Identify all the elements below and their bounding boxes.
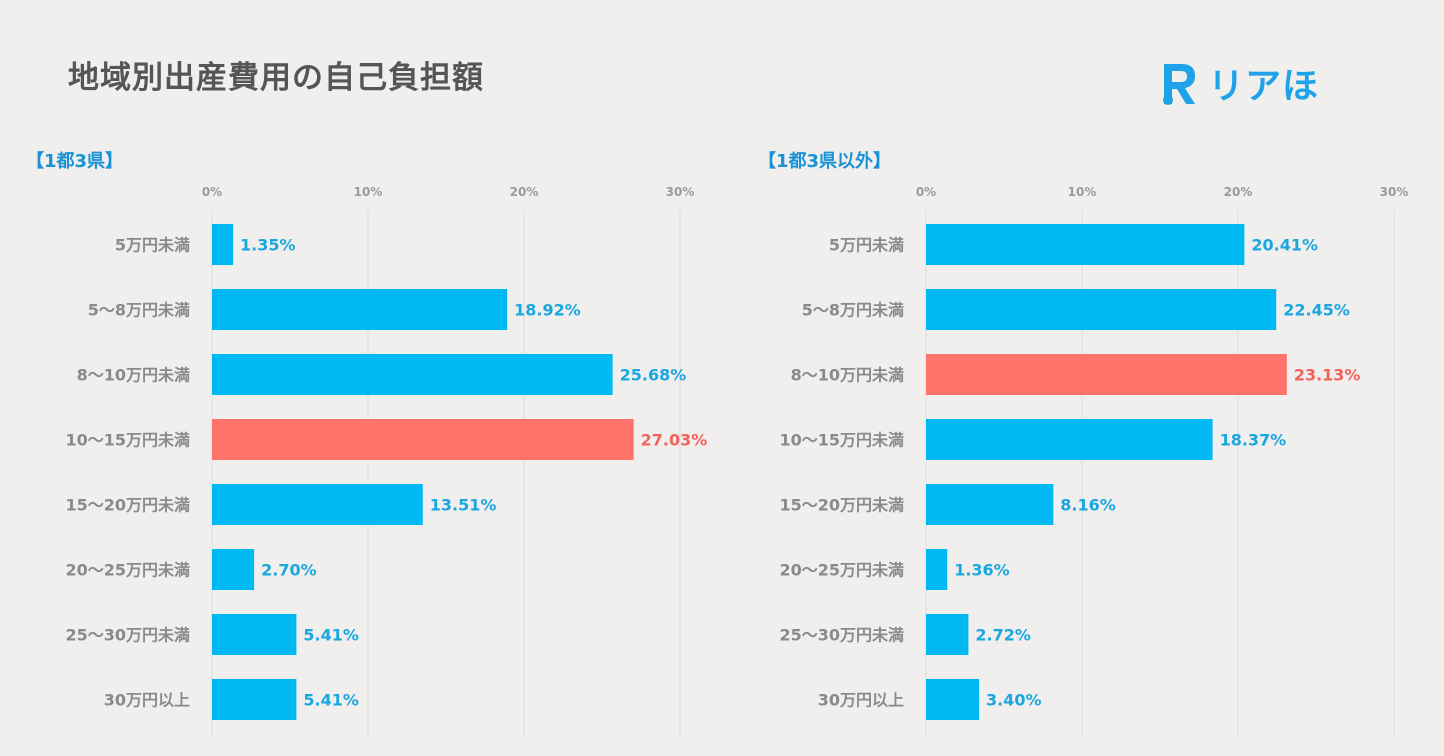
right-bar [926,484,1054,525]
left-bar [212,614,297,655]
left-tick-label: 20% [510,185,539,199]
left-category-label: 10〜15万円未満 [65,431,190,450]
right-bar [926,289,1277,330]
right-category-label: 25〜30万円未満 [779,626,904,645]
left-category-label: 15〜20万円未満 [65,496,190,515]
left-tick-label: 10% [354,185,383,199]
right-tick-label: 30% [1380,185,1409,199]
logo-text: リアほ [1208,66,1320,107]
left-bar [212,679,297,720]
panel-label-right: 【1都3県以外】 [758,151,892,172]
left-bar [212,289,508,330]
bar-chart-left: 0% 10% 20% 30% 5万円未満 1.35% 5〜8万円未満 18.92% 8〜10万円… [65,185,708,736]
left-bar [212,354,613,395]
right-category-label: 5〜8万円未満 [802,301,904,320]
right-value-label: 2.72% [975,626,1031,645]
right-category-label: 10〜15万円未満 [779,431,904,450]
left-value-label: 2.70% [261,561,317,580]
right-bar [926,419,1213,460]
r-logo-icon [1163,64,1195,105]
right-bar [926,354,1287,395]
left-value-label: 27.03% [641,431,708,450]
left-value-label: 25.68% [620,366,687,385]
right-value-label: 22.45% [1283,301,1350,320]
left-value-label: 1.35% [240,236,296,255]
left-category-label: 30万円以上 [104,691,190,710]
right-bar [926,614,969,655]
page-title: 地域別出産費用の自己負担額 [68,60,484,96]
left-value-label: 5.41% [303,626,359,645]
left-tick-label: 30% [666,185,695,199]
right-bar [926,224,1245,265]
panel-label-left: 【1都3県】 [26,151,124,172]
right-category-label: 20〜25万円未満 [779,561,904,580]
right-value-label: 1.36% [954,561,1010,580]
right-category-label: 8〜10万円未満 [791,366,904,385]
right-category-label: 30万円以上 [818,691,904,710]
left-category-label: 25〜30万円未満 [65,626,190,645]
left-category-label: 5〜8万円未満 [88,301,190,320]
left-category-label: 5万円未満 [115,236,190,255]
right-value-label: 23.13% [1294,366,1361,385]
left-category-label: 20〜25万円未満 [65,561,190,580]
right-value-label: 3.40% [986,691,1042,710]
right-category-label: 15〜20万円未満 [779,496,904,515]
right-bar [926,549,948,590]
logo: リアほ [1158,55,1319,111]
left-value-label: 13.51% [430,496,497,515]
left-tick-label: 0% [202,185,222,199]
left-bar [212,419,634,460]
left-category-label: 8〜10万円未満 [77,366,190,385]
left-value-label: 18.92% [514,301,581,320]
left-bar [212,224,234,265]
left-value-label: 5.41% [303,691,359,710]
right-value-label: 20.41% [1251,236,1318,255]
right-tick-label: 0% [916,185,936,199]
right-tick-label: 10% [1068,185,1097,199]
right-value-label: 18.37% [1220,431,1287,450]
right-bar [926,679,980,720]
left-bar [212,549,255,590]
right-tick-label: 20% [1224,185,1253,199]
left-bar [212,484,423,525]
right-category-label: 5万円未満 [829,236,904,255]
right-value-label: 8.16% [1060,496,1116,515]
